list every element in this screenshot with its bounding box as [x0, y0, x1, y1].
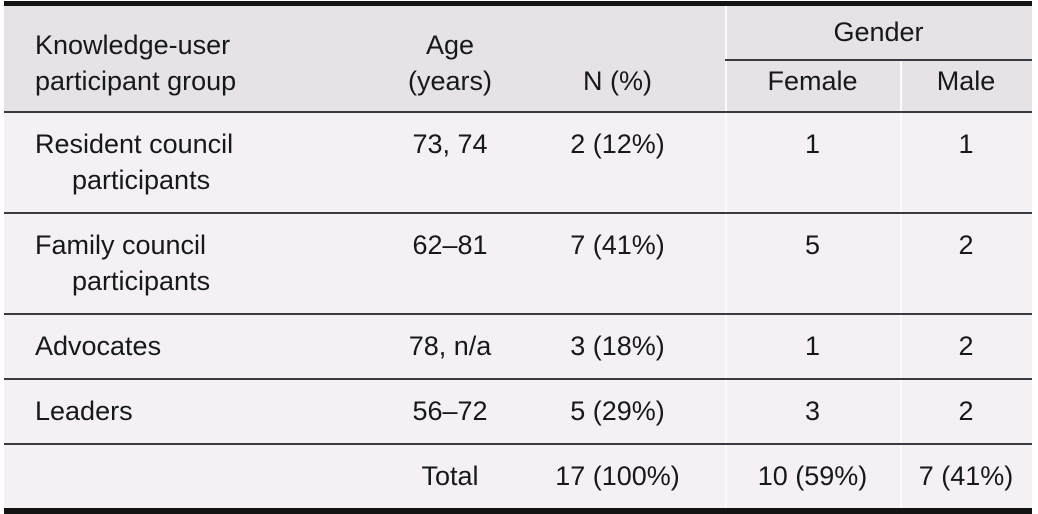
table-row: Resident council participants 73, 74 2 (… — [4, 111, 1032, 213]
table-total-row: Total 17 (100%) 10 (59%) 7 (41%) — [4, 443, 1032, 511]
cell-n-percent: 7 (41%) — [510, 212, 725, 314]
group-line1: Advocates — [35, 330, 162, 361]
header-group-line1: Knowledge-user — [35, 29, 231, 60]
header-cell-female: Female — [725, 59, 900, 112]
cell-female: 3 — [725, 378, 900, 444]
table-row: Family council participants 62–81 7 (41%… — [4, 212, 1032, 314]
cell-male: 2 — [900, 212, 1032, 314]
cell-male: 1 — [900, 111, 1032, 213]
header-cell-n-percent: N (%) — [510, 3, 725, 112]
cell-female: 1 — [725, 111, 900, 213]
cell-n-percent: 2 (12%) — [510, 111, 725, 213]
cell-group: Advocates — [4, 313, 390, 379]
group-line2: participants — [72, 164, 211, 195]
cell-total-male: 7 (41%) — [900, 443, 1032, 511]
header-cell-gender: Gender — [725, 3, 1032, 61]
page: Knowledge-user participant group Age (ye… — [4, 1, 1032, 514]
table-body: Resident council participants 73, 74 2 (… — [4, 111, 1032, 511]
cell-group: Family council participants — [4, 212, 390, 314]
cell-male: 2 — [900, 378, 1032, 444]
header-age-line2: (years) — [407, 65, 492, 96]
header-age-line1: Age — [425, 29, 475, 60]
table-header: Knowledge-user participant group Age (ye… — [4, 3, 1032, 112]
cell-total-label: Total — [390, 443, 510, 511]
group-line1: Family council — [35, 229, 207, 260]
group-line1: Leaders — [35, 395, 133, 426]
cell-n-percent: 5 (29%) — [510, 378, 725, 444]
cell-age: 78, n/a — [390, 313, 510, 379]
cell-total-female: 10 (59%) — [725, 443, 900, 511]
header-group-line2: participant group — [35, 65, 237, 96]
cell-group-empty — [4, 443, 390, 511]
table-row: Leaders 56–72 5 (29%) 3 2 — [4, 378, 1032, 444]
cell-male: 2 — [900, 313, 1032, 379]
cell-n-percent: 3 (18%) — [510, 313, 725, 379]
cell-group: Leaders — [4, 378, 390, 444]
header-cell-male: Male — [900, 59, 1032, 112]
participant-demographics-table: Knowledge-user participant group Age (ye… — [4, 1, 1032, 514]
cell-total-n: 17 (100%) — [510, 443, 725, 511]
header-cell-age: Age (years) — [390, 3, 510, 112]
group-line1: Resident council — [35, 128, 234, 159]
cell-group: Resident council participants — [4, 111, 390, 213]
group-line2: participants — [72, 265, 211, 296]
cell-age: 56–72 — [390, 378, 510, 444]
cell-female: 5 — [725, 212, 900, 314]
cell-age: 62–81 — [390, 212, 510, 314]
header-cell-group: Knowledge-user participant group — [4, 3, 390, 112]
cell-age: 73, 74 — [390, 111, 510, 213]
table-row: Advocates 78, n/a 3 (18%) 1 2 — [4, 313, 1032, 379]
cell-female: 1 — [725, 313, 900, 379]
